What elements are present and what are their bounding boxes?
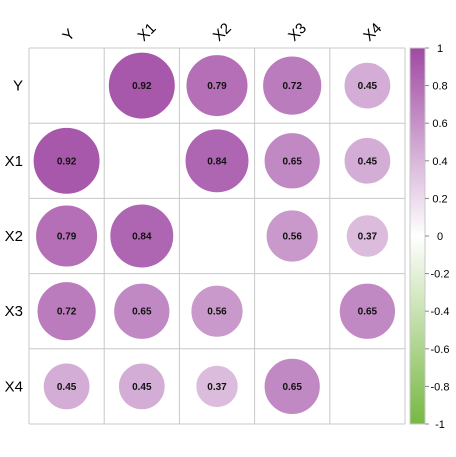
corr-circle-y-x1 — [107, 51, 176, 120]
colorbar: 1 0.8 0.6 0.4 0.2 0 -0.2 -0.4 -0.6 -0.8 -1 — [409, 43, 450, 431]
colorbar-tick-label: 0.4 — [432, 156, 447, 168]
colorbar-tick-label: -0.4 — [431, 306, 450, 318]
colorbar-tick-label: -1 — [435, 419, 445, 431]
corr-circle-x3-x4 — [338, 282, 397, 341]
row-label-x2: X2 — [5, 228, 23, 245]
corr-circle-x2-x1 — [109, 203, 175, 269]
circles: 0.92 0.79 0.72 0.45 0.92 0.84 0.65 0.45 0.79 0.84… — [32, 51, 397, 416]
grid — [28, 47, 406, 425]
colorbar-tick-label: 0.6 — [432, 118, 447, 130]
corr-value-label: 0.79 — [57, 232, 77, 243]
corr-circle-y-x4 — [343, 61, 392, 110]
col-label-x2: X2 — [210, 20, 235, 45]
colorbar-tick-label: 1 — [437, 43, 443, 55]
corr-value-label: 0.84 — [207, 156, 227, 167]
corr-circle-x1-x3 — [263, 131, 322, 190]
row-label-y: Y — [13, 78, 23, 95]
corr-circle-x1-x4 — [343, 136, 392, 185]
row-label-x1: X1 — [5, 153, 23, 170]
row-label-x3: X3 — [5, 303, 23, 320]
colorbar-tick-label: -0.8 — [431, 381, 450, 393]
colorbar-tick-label: 0.2 — [432, 193, 447, 205]
corr-value-label: 0.65 — [358, 307, 378, 318]
corr-value-label: 0.84 — [132, 232, 152, 243]
corr-value-label: 0.37 — [207, 382, 227, 393]
row-label-x4: X4 — [5, 378, 23, 395]
col-label-x4: X4 — [360, 20, 385, 45]
colorbar-tick-label: 0 — [437, 231, 443, 243]
corr-circle-x4-x2 — [195, 364, 239, 409]
corr-value-label: 0.45 — [358, 156, 378, 167]
corr-value-label: 0.65 — [282, 156, 302, 167]
corr-circle-x2-y — [34, 204, 99, 268]
corr-circle-x1-x2 — [184, 128, 250, 194]
colorbar-tick-label: -0.6 — [431, 344, 450, 356]
corr-circle-x2-x4 — [345, 214, 390, 258]
corr-circle-x3-y — [36, 280, 97, 342]
col-label-x1: X1 — [135, 20, 160, 45]
col-label-y: Y — [59, 26, 78, 45]
corr-circle-x4-y — [42, 362, 91, 411]
corr-value-label: 0.65 — [132, 307, 152, 318]
corr-value-label: 0.45 — [57, 382, 77, 393]
corr-circle-x4-x1 — [117, 362, 166, 411]
corr-value-label: 0.92 — [132, 81, 152, 92]
corr-circle-x4-x3 — [263, 357, 322, 416]
corr-circle-x3-x1 — [112, 282, 171, 341]
corr-value-label: 0.72 — [57, 307, 77, 318]
corr-value-label: 0.92 — [57, 156, 77, 167]
corr-value-label: 0.79 — [207, 81, 227, 92]
corr-circle-x2-x3 — [265, 209, 319, 263]
corr-value-label: 0.37 — [358, 232, 378, 243]
colorbar-tick-label: -0.2 — [431, 269, 450, 281]
corr-value-label: 0.56 — [207, 307, 227, 318]
col-label-x3: X3 — [285, 20, 310, 45]
corr-value-label: 0.65 — [282, 382, 302, 393]
corr-value-label: 0.56 — [282, 232, 302, 243]
corr-value-label: 0.45 — [132, 382, 152, 393]
corr-value-label: 0.72 — [282, 81, 302, 92]
corr-circle-x1-y — [32, 126, 101, 195]
corr-value-label: 0.45 — [358, 81, 378, 92]
corr-circle-y-x3 — [261, 55, 323, 116]
colorbar-gradient — [410, 48, 425, 424]
corr-circle-y-x2 — [185, 53, 249, 118]
colorbar-tick-label: 0.8 — [432, 81, 447, 93]
corr-circle-x3-x2 — [190, 284, 244, 338]
